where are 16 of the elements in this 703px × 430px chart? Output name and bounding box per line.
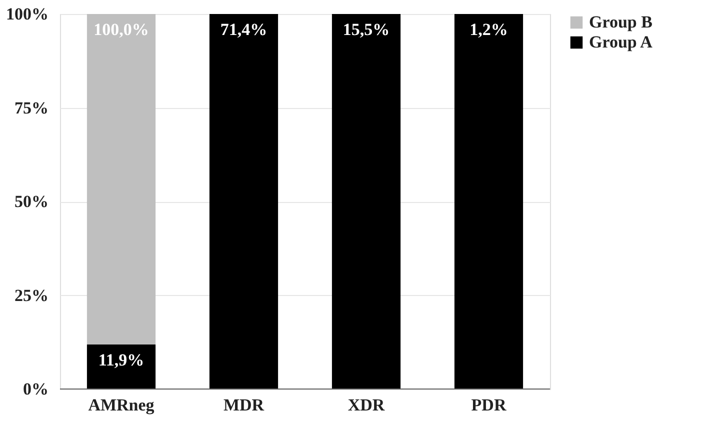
x-tick-label: AMRneg xyxy=(88,396,155,414)
annotation: 100,0% xyxy=(94,20,149,39)
annotation: 15,5% xyxy=(342,20,390,39)
y-tick-label: 25% xyxy=(14,286,48,305)
y-tick-label: 50% xyxy=(14,192,48,211)
annotation: 71,4% xyxy=(220,20,268,39)
annotation: 1,2% xyxy=(470,20,508,39)
legend-label: Group A xyxy=(589,32,654,52)
annotation: 11,9% xyxy=(98,350,144,370)
legend-label: Group B xyxy=(589,12,652,32)
y-tick-label: 100% xyxy=(6,4,48,24)
x-tick-label: MDR xyxy=(223,396,265,414)
y-tick-label: 0% xyxy=(23,380,48,398)
y-tick-label: 75% xyxy=(14,98,48,118)
x-tick-label: PDR xyxy=(471,396,507,414)
x-tick-label: XDR xyxy=(348,396,386,414)
